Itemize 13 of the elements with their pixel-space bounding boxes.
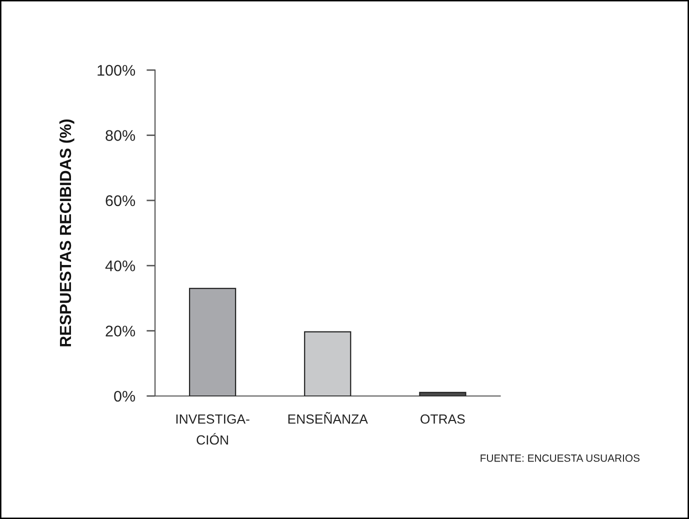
- y-tick-label: 100%: [98, 64, 136, 76]
- y-tick-label: 80%: [106, 130, 136, 141]
- y-axis-title: RESPUESTAS RECIBIDAS (%): [59, 119, 74, 346]
- x-tick-label: INVESTIGA- CIÓN: [176, 414, 250, 445]
- bar: [304, 331, 352, 396]
- bar: [188, 288, 236, 396]
- source-note: FUENTE: ENCUESTA USUARIOS: [480, 454, 640, 462]
- x-tick-label: ENSEÑANZA: [288, 412, 368, 424]
- y-tick-label: 40%: [105, 260, 136, 272]
- y-tick-label: 60%: [106, 195, 136, 206]
- x-tick-label: OTRAS: [420, 414, 465, 424]
- y-tick-label: 20%: [106, 326, 136, 336]
- y-tick-label: 0%: [114, 390, 136, 402]
